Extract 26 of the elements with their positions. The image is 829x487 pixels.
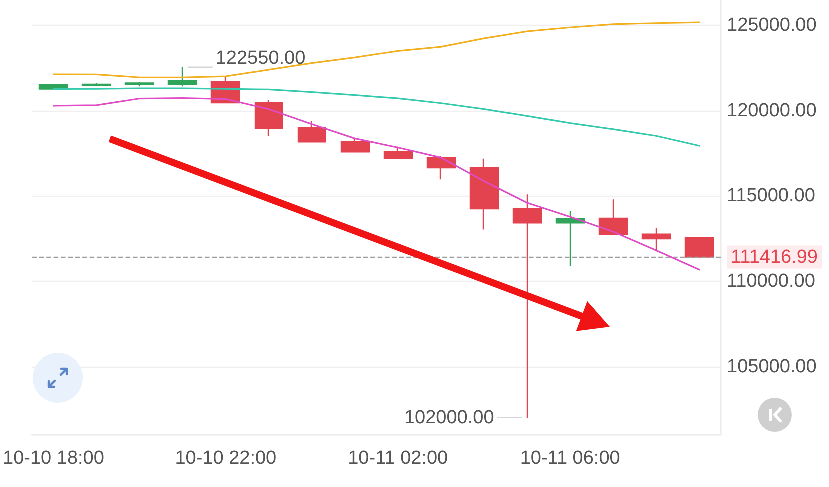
candlestick	[598, 198, 628, 236]
candlestick	[340, 137, 370, 154]
x-tick-label: 10-10 18:00	[2, 448, 104, 469]
candlestick	[470, 158, 500, 230]
line-series	[52, 97, 700, 271]
y-tick-label: 115000.00	[727, 186, 816, 207]
candlestick	[684, 238, 714, 258]
candlestick	[556, 210, 586, 267]
ref-line-label: 111416.99	[731, 246, 818, 268]
line-series	[52, 22, 700, 78]
candlestick	[124, 82, 154, 88]
annotation: 102000.00	[404, 407, 494, 428]
y-tick-label: 110000.00	[727, 270, 816, 292]
candlestick	[642, 227, 672, 252]
candlestick	[82, 82, 112, 87]
x-tick-label: 10-10 22:00	[175, 448, 277, 469]
y-tick-label: 105000.00	[727, 356, 817, 378]
y-tick-label: 120000.00	[727, 100, 817, 122]
line-series	[52, 88, 700, 147]
candlestick	[298, 120, 326, 144]
candlestick	[384, 146, 414, 160]
annotation: 122550.00	[216, 48, 306, 69]
x-tick-label: 10-11 02:00	[348, 448, 448, 469]
candlestick	[254, 99, 284, 137]
x-tick-label: 10-11 06:00	[520, 448, 620, 469]
y-tick-label: 125000.00	[727, 15, 817, 36]
